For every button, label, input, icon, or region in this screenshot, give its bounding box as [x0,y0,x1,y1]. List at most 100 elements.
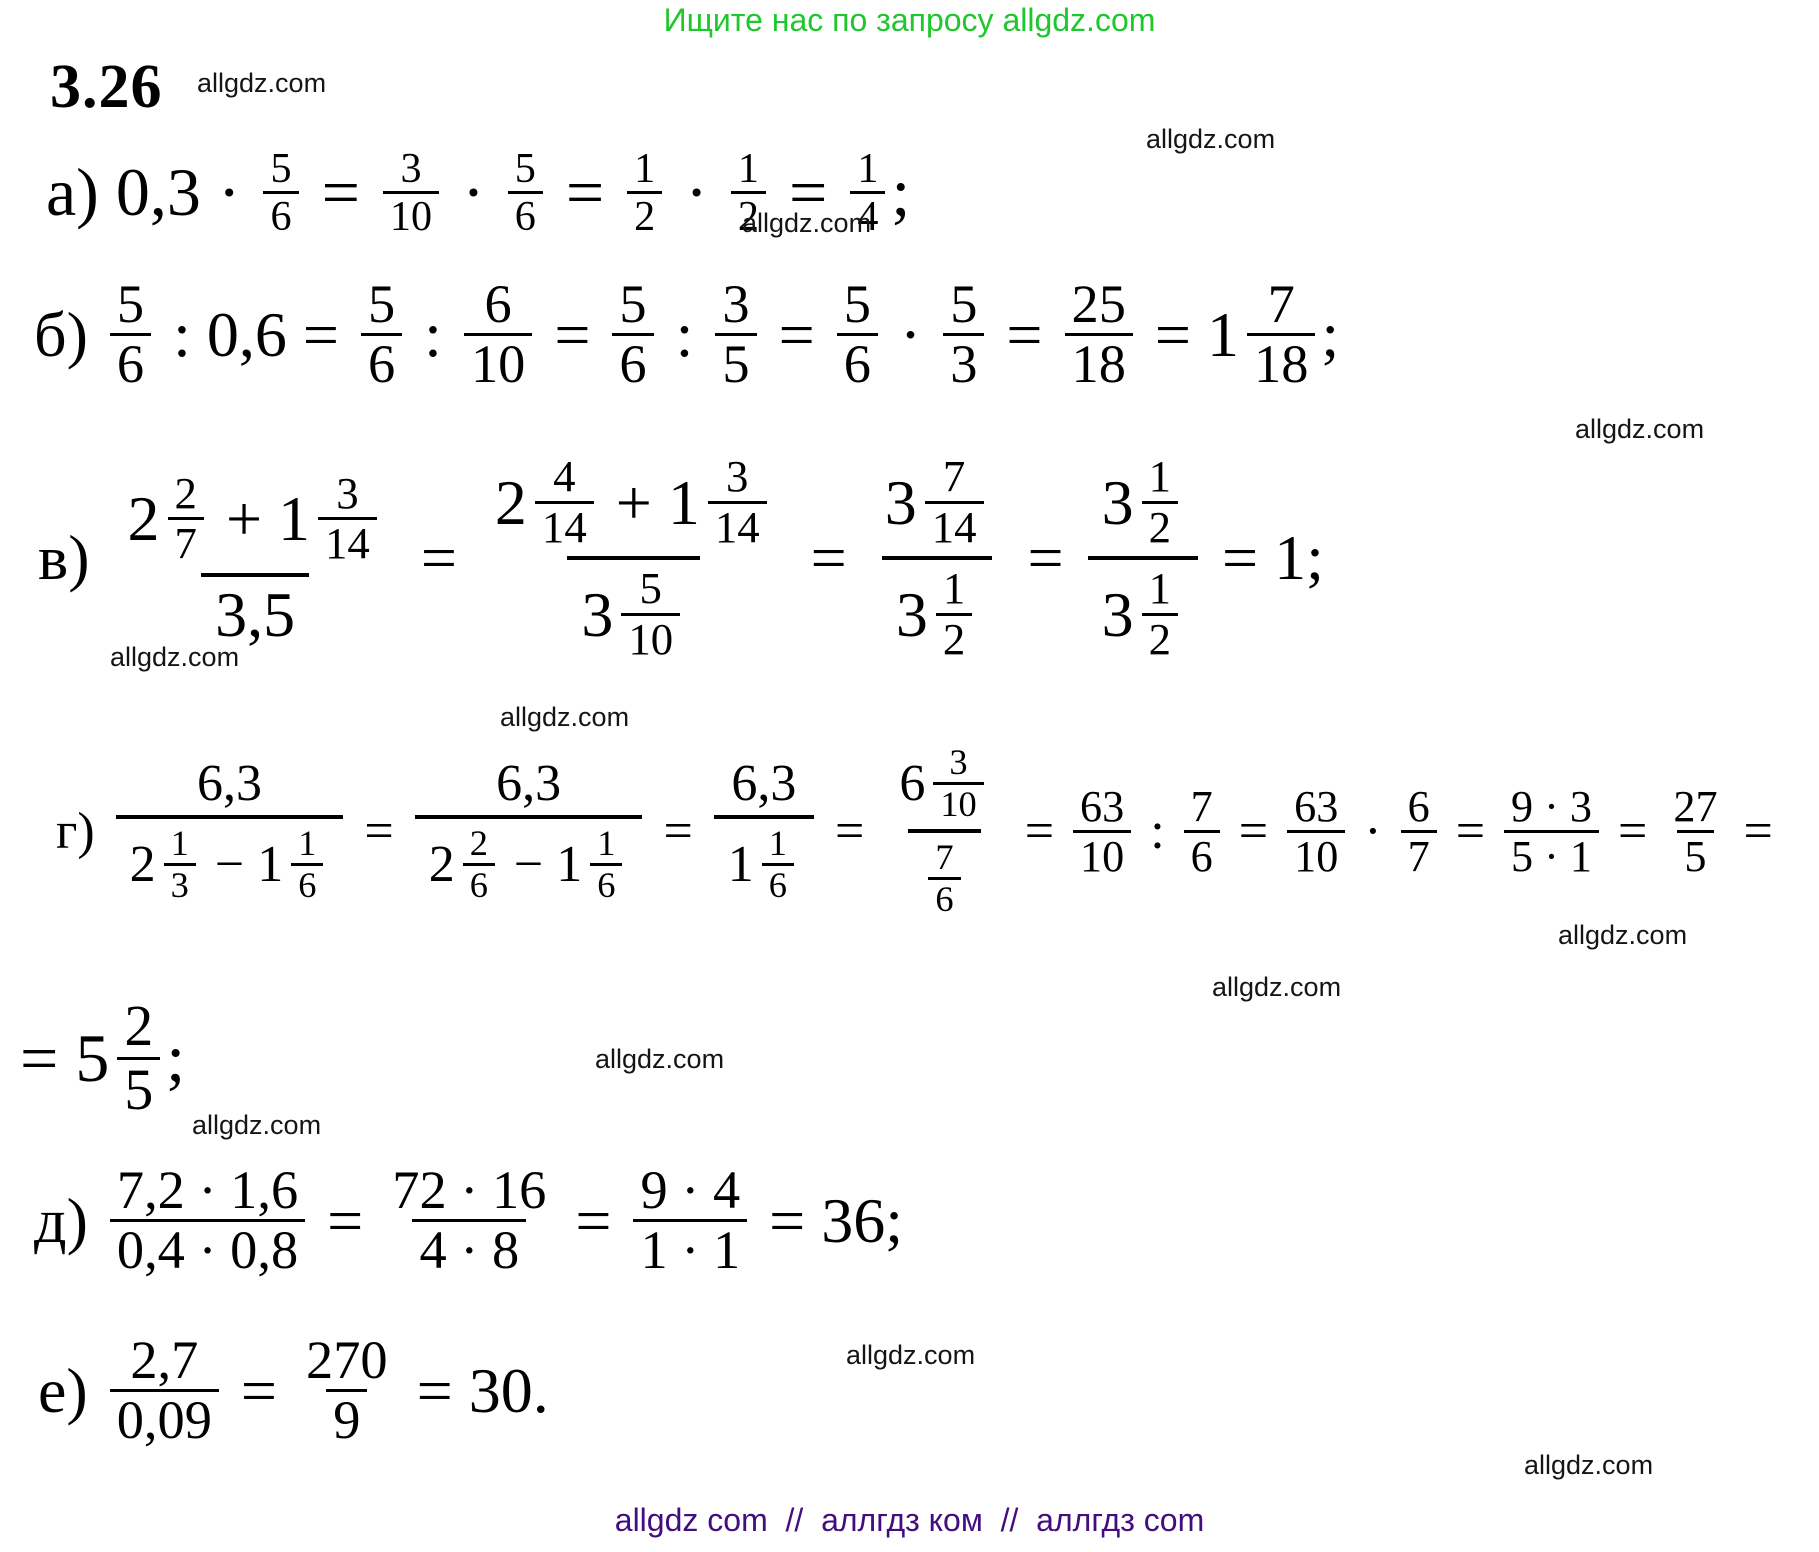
denominator: 10 [463,333,533,393]
whole-part: 2 [129,836,156,894]
fraction: 7 14 [924,453,984,551]
math-text: е) [38,1354,104,1426]
whole-part: 3 [1101,578,1134,650]
fraction: 3 14 [318,470,377,568]
denominator: 5 [715,333,757,393]
denominator: 7 [1400,829,1437,880]
numerator: 63 [1080,781,1125,831]
watermark: allgdz.com [595,1044,725,1074]
denominator: 3 [943,333,985,393]
denominator: 10 [382,190,440,239]
math-text: 3,5 [215,578,296,650]
mixed-number: 3 5 10 [581,565,686,663]
denominator: 6 [928,877,961,919]
numerator: 3 [400,145,422,192]
numerator: 1 [170,823,189,864]
whole-part: 6 [899,755,926,813]
math-text: = [1011,802,1068,860]
numerator: 7 [1190,781,1213,831]
numerator: 2 [124,993,154,1058]
numerator: 7 [1267,274,1295,334]
math-text: г) [56,802,108,860]
complex-numerator: 3 7 14 [871,448,1004,556]
denominator: 6 [1183,829,1220,880]
math-text: в) [38,522,106,594]
math-text: + [209,483,279,555]
denominator: 10 [1073,829,1132,880]
numerator: 5 [950,274,978,334]
whole-part: 3 [581,578,614,650]
complex-fraction: 6,3 1 1 6 [713,752,814,910]
watermark: allgdz.com [1524,1450,1654,1480]
whole-part: 1 [556,836,583,894]
numerator: 3 [722,274,750,334]
math-text: : [408,298,458,370]
math-text: = [1011,522,1080,594]
complex-numerator: 6,3 [482,752,575,815]
numerator: 7 [935,837,954,878]
math-text: 6,3 [197,755,263,813]
math-text: = [650,802,706,860]
math-text: ; [166,1019,186,1096]
numerator: 270 [306,1330,388,1390]
complex-fraction: 3 7 14 3 1 2 [871,448,1004,669]
denominator: 6 [109,333,152,393]
math-text: = [311,1184,380,1256]
denominator: 10 [1287,829,1346,880]
fraction: 3 14 [707,451,767,552]
numerator: 1 [1148,451,1171,501]
math-text: = [538,298,607,370]
numerator: 25 [1071,274,1126,334]
math-text: 6,3 [496,755,562,813]
numerator: 27 [1673,781,1718,831]
math-text: б) [34,298,104,370]
numerator: 72 · 16 [392,1160,547,1220]
watermark: allgdz.com [1575,414,1705,444]
numerator: 5 [619,274,647,334]
math-text: : [659,298,710,370]
whole-part: 1 [667,466,700,538]
denominator: 5 [1677,829,1714,880]
denominator: 6 [507,190,543,239]
mixed-number: 6 3 10 [899,743,989,824]
math-text: = [548,153,622,230]
fraction: 270 9 [299,1332,395,1450]
promo-header-text: Ищите нас по запросу allgdz.com [663,2,1156,38]
math-text: : 0,6 = [157,298,355,370]
whole-part: 2 [428,836,455,894]
math-text: = [404,522,473,594]
math-text: − [201,836,258,894]
math-text: · [445,153,502,230]
numerator: 3 [726,451,749,501]
denominator: 6 [360,333,403,393]
denominator: 4 · 8 [412,1219,527,1279]
numerator: 5 [367,274,396,334]
denominator: 14 [707,500,767,552]
whole-part: 1 [1207,298,1239,370]
math-text: = [762,298,831,370]
math-text: = [304,153,377,230]
